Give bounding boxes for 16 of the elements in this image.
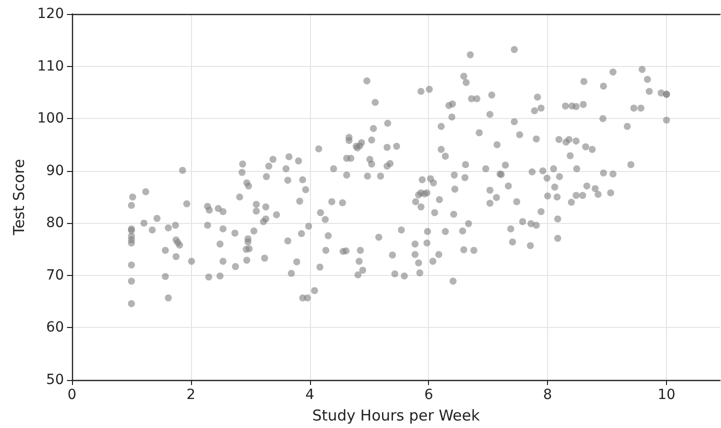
y-tick-label: 90 (46, 162, 64, 179)
x-tick-label: 2 (186, 387, 196, 403)
y-tick-label: 50 (46, 372, 64, 388)
x-tick-label: 6 (424, 387, 434, 403)
y-tick-label: 100 (37, 110, 64, 127)
y-tick-label: 120 (37, 6, 64, 22)
x-axis-title: Study Hours per Week (312, 406, 480, 424)
y-tick-label: 60 (46, 320, 64, 336)
x-tick-label: 0 (68, 387, 76, 403)
y-tick-label: 80 (46, 215, 64, 232)
y-axis-title: Test Score (10, 158, 28, 236)
x-tick-label: 4 (305, 387, 314, 403)
x-tick-label: 8 (543, 387, 552, 403)
y-tick-label: 70 (46, 267, 64, 284)
y-tick-label: 110 (37, 58, 64, 74)
x-tick-label: 10 (658, 387, 676, 403)
